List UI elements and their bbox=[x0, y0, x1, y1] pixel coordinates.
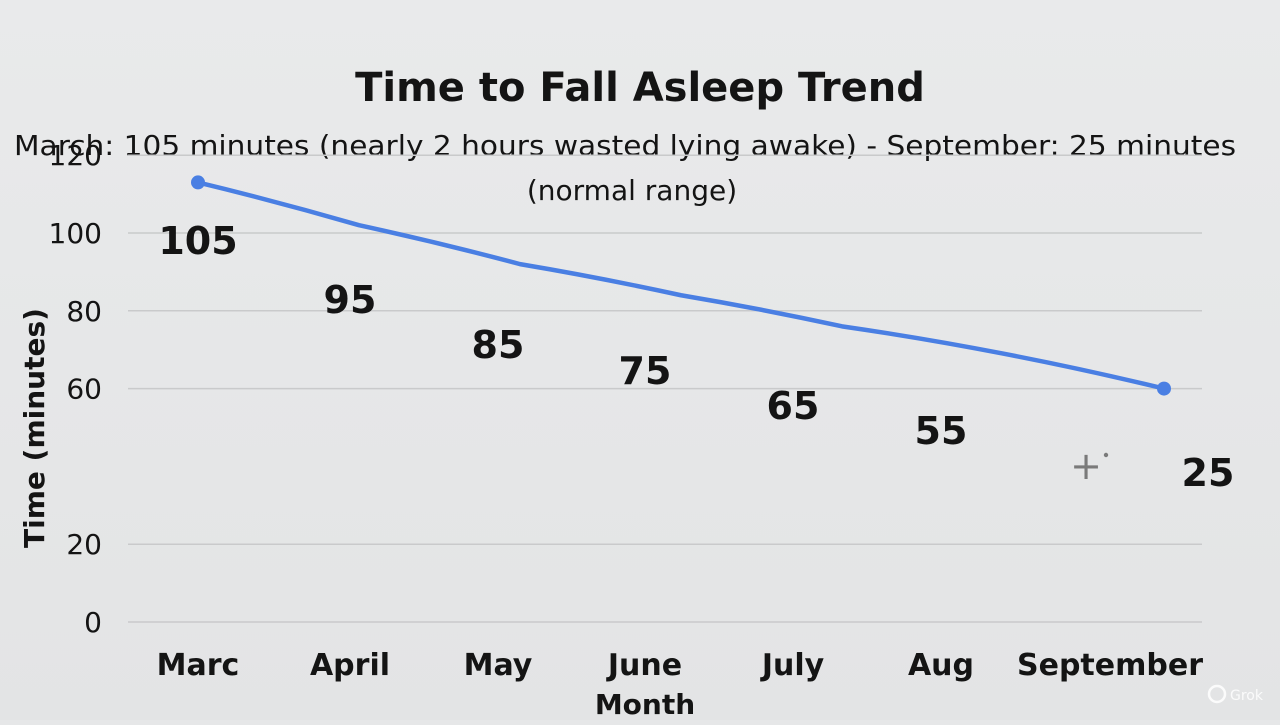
watermark-text: Grok bbox=[1230, 688, 1264, 704]
x-tick-label: Aug bbox=[908, 648, 974, 683]
x-tick-label: April bbox=[310, 648, 390, 683]
y-tick-label: 20 bbox=[66, 528, 102, 561]
data-label: 105 bbox=[158, 219, 237, 263]
y-tick-label: 80 bbox=[66, 295, 102, 328]
annotation-plus-icon: + bbox=[1070, 444, 1102, 488]
data-labels: 105 95 85 75 65 55 25 bbox=[158, 219, 1234, 495]
data-label: 55 bbox=[915, 409, 968, 453]
series-layer bbox=[191, 175, 1171, 396]
data-label: 95 bbox=[324, 278, 377, 322]
watermark: Grok bbox=[1207, 684, 1264, 704]
series-line bbox=[195, 180, 1167, 391]
y-axis-ticks: 0 20 60 80 100 120 bbox=[49, 139, 102, 639]
data-label: 75 bbox=[619, 349, 672, 393]
x-axis-label: Month bbox=[595, 688, 695, 720]
y-tick-label: 0 bbox=[84, 606, 102, 639]
data-label: 85 bbox=[472, 323, 525, 367]
y-tick-label: 120 bbox=[49, 139, 102, 172]
x-tick-label: June bbox=[606, 648, 682, 683]
chart-subtitle-line-2: (normal range) bbox=[527, 174, 737, 207]
data-label: 65 bbox=[767, 384, 820, 428]
y-tick-label: 60 bbox=[66, 373, 102, 406]
annotation-dot bbox=[1103, 452, 1109, 458]
gridlines bbox=[128, 154, 1202, 623]
x-tick-label: July bbox=[760, 648, 825, 683]
data-point-marker bbox=[191, 175, 205, 190]
x-tick-label: September bbox=[1017, 648, 1203, 683]
x-tick-label: May bbox=[464, 648, 533, 683]
y-axis-label: Time (minutes) bbox=[18, 308, 51, 548]
y-tick-label: 100 bbox=[49, 217, 102, 250]
data-point-marker bbox=[1157, 381, 1171, 396]
data-label: 25 bbox=[1182, 451, 1235, 495]
chart-title: Time to Fall Asleep Trend bbox=[355, 65, 925, 111]
chart-subtitle-line-1: March: 105 minutes (nearly 2 hours waste… bbox=[14, 129, 1236, 162]
x-axis-ticks: Marc April May June July Aug September bbox=[157, 648, 1204, 683]
x-tick-label: Marc bbox=[157, 648, 240, 683]
grok-logo-icon bbox=[1207, 684, 1227, 704]
